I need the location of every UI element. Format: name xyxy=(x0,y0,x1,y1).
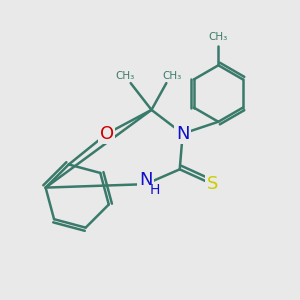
Text: N: N xyxy=(139,171,152,189)
Text: S: S xyxy=(207,175,218,193)
Text: CH₃: CH₃ xyxy=(115,71,134,81)
Text: O: O xyxy=(100,125,114,143)
Text: CH₃: CH₃ xyxy=(163,71,182,81)
Text: CH₃: CH₃ xyxy=(209,32,228,42)
Text: N: N xyxy=(176,125,189,143)
Text: H: H xyxy=(150,182,160,197)
